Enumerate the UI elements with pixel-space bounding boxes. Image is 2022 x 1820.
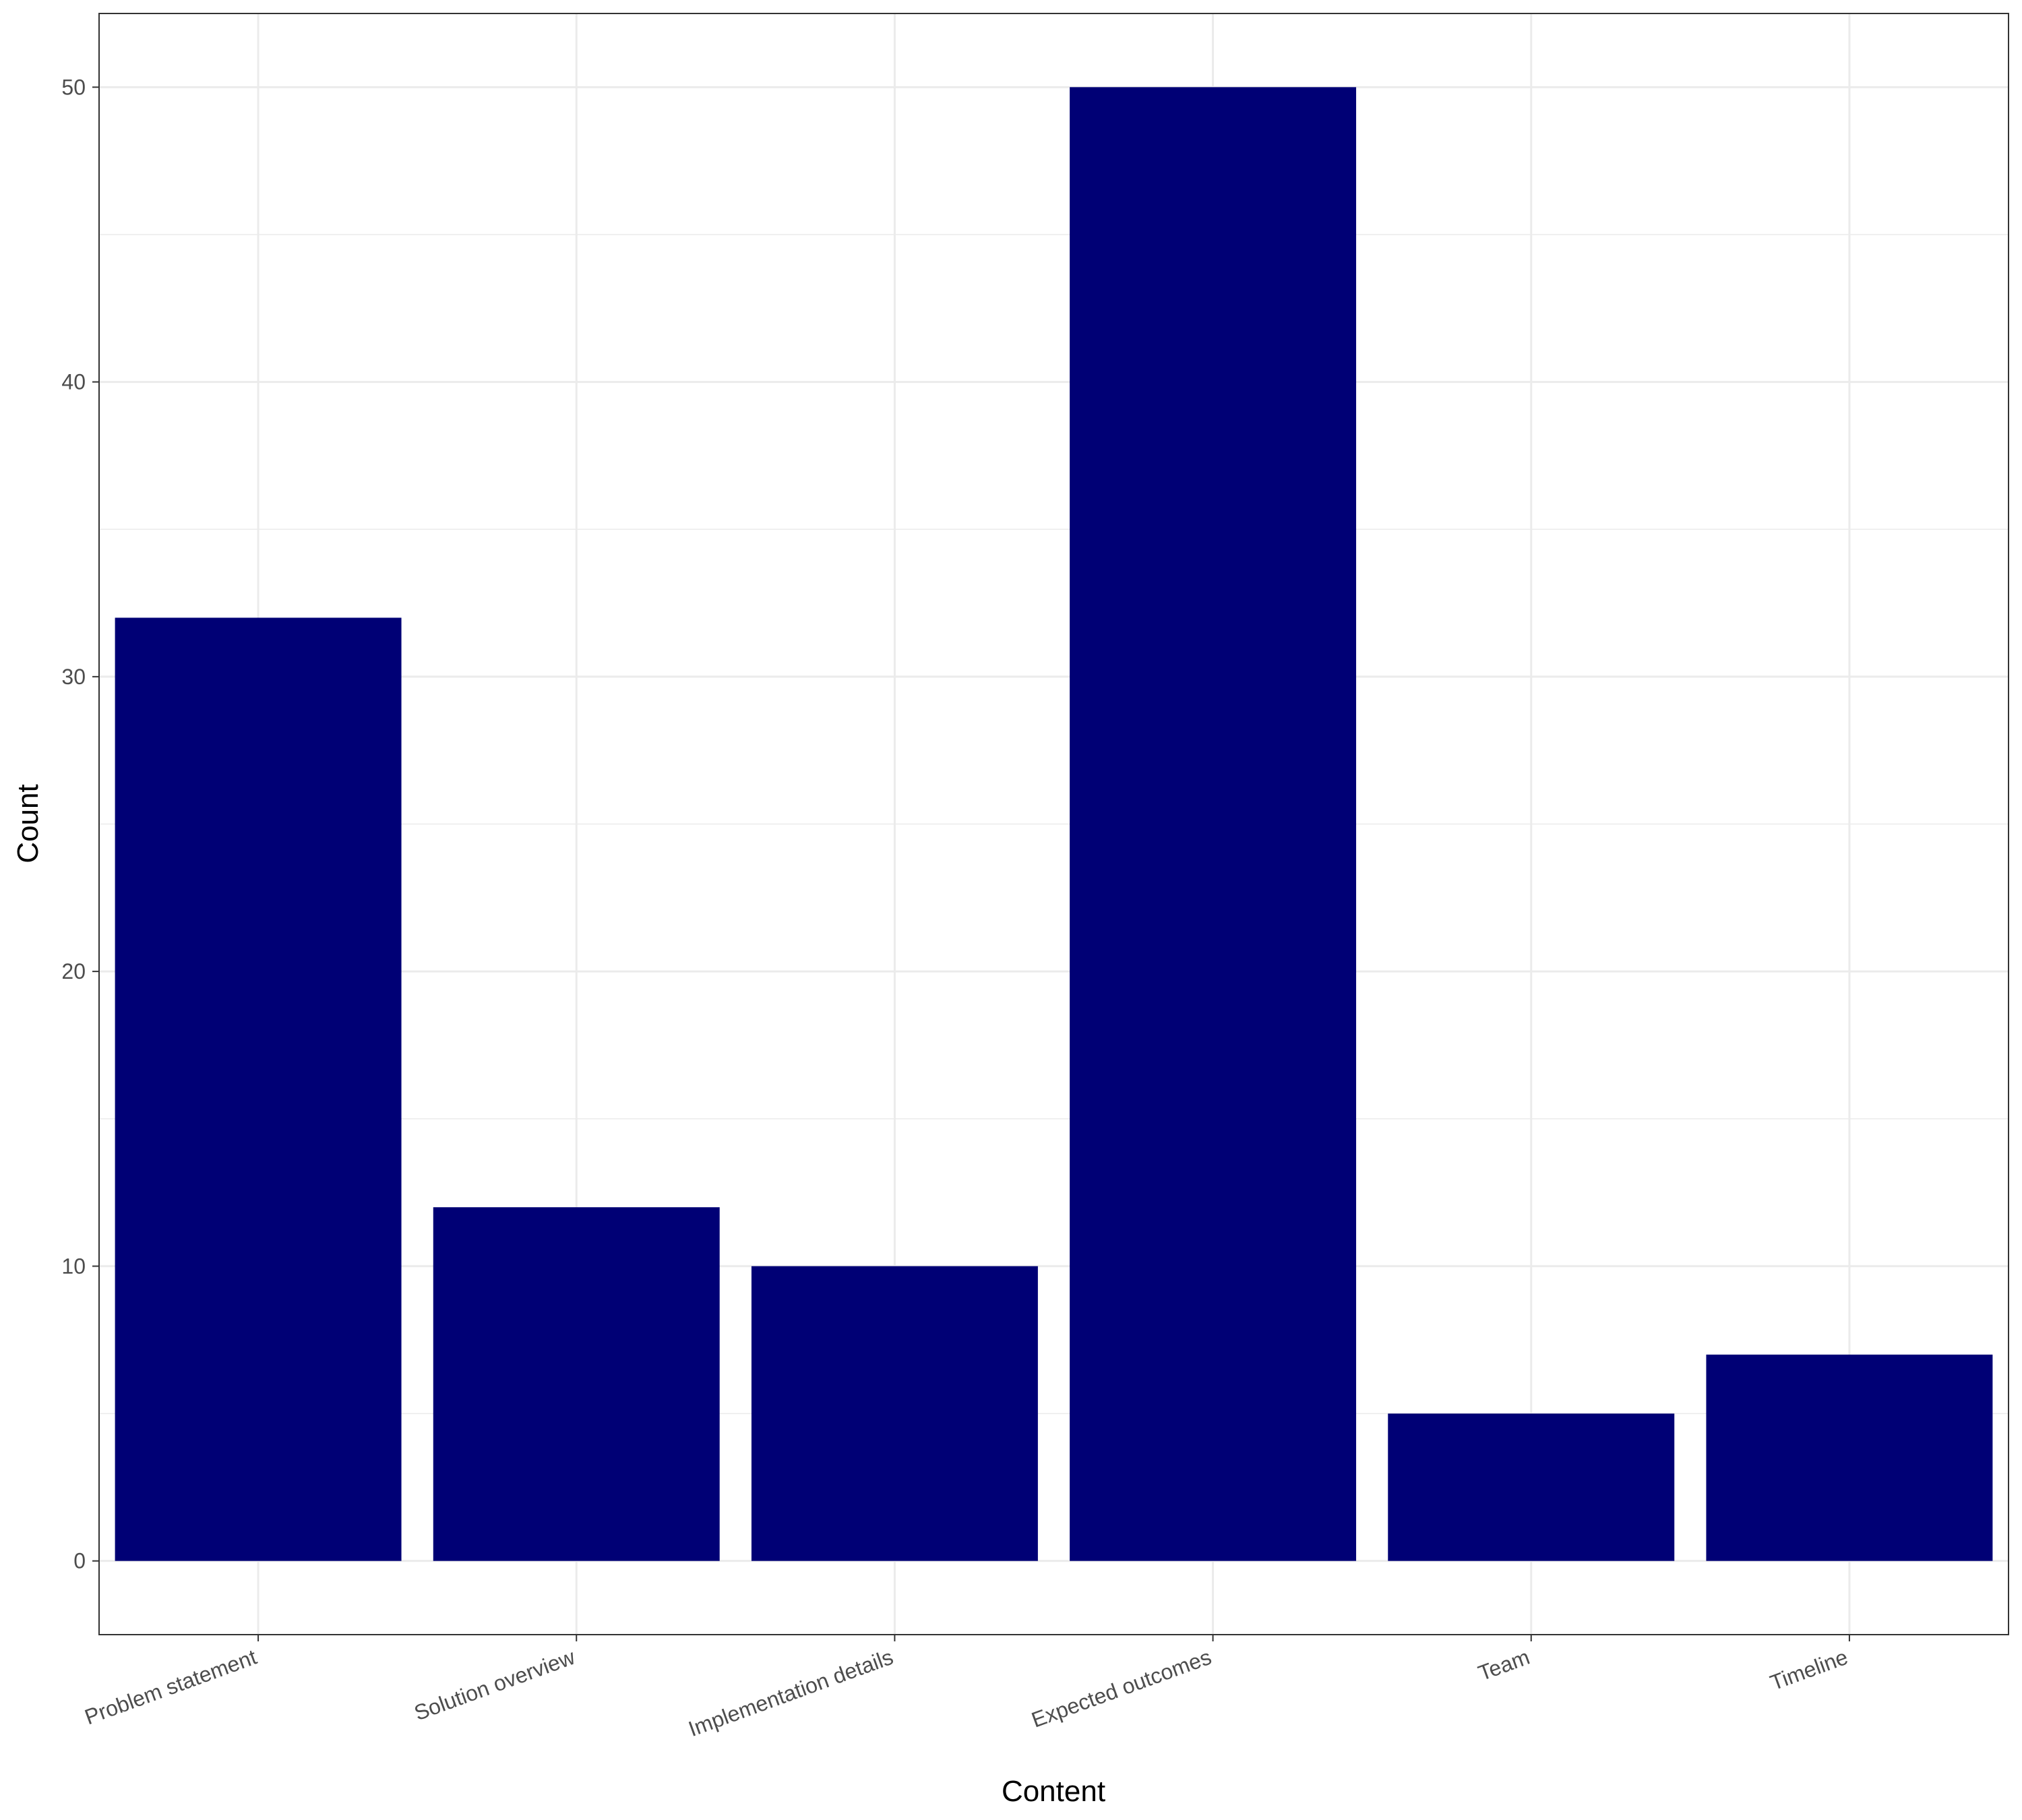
x-tick-label: Problem statement <box>82 1645 260 1730</box>
y-tick-label: 0 <box>73 1549 86 1573</box>
y-tick-label: 50 <box>61 75 86 99</box>
bars <box>115 87 1993 1561</box>
bar <box>751 1266 1038 1561</box>
bar <box>433 1207 720 1561</box>
minor-gridlines <box>99 234 2009 1414</box>
y-axis: 0 10 20 30 40 50 <box>61 75 99 1573</box>
bar <box>115 617 402 1561</box>
y-tick-label: 30 <box>61 665 86 689</box>
bar <box>1388 1414 1675 1561</box>
x-tick-label: Timeline <box>1767 1645 1851 1695</box>
x-axis: Problem statement Solution overview Implem… <box>82 1635 1851 1741</box>
y-tick-label: 10 <box>61 1254 86 1278</box>
x-axis-title: Content <box>1002 1775 1105 1808</box>
x-tick-label: Expected outcomes <box>1029 1645 1215 1732</box>
plot-panel-border <box>98 13 2009 1635</box>
bar <box>1070 87 1357 1561</box>
y-axis-title: Count <box>11 784 44 863</box>
x-tick-label: Solution overview <box>411 1644 579 1725</box>
y-tick-label: 20 <box>61 959 86 983</box>
y-tick-label: 40 <box>61 370 86 394</box>
x-tick-label: Implementation details <box>685 1645 896 1741</box>
x-tick-label: Team <box>1475 1645 1533 1686</box>
bar <box>1706 1354 1993 1561</box>
